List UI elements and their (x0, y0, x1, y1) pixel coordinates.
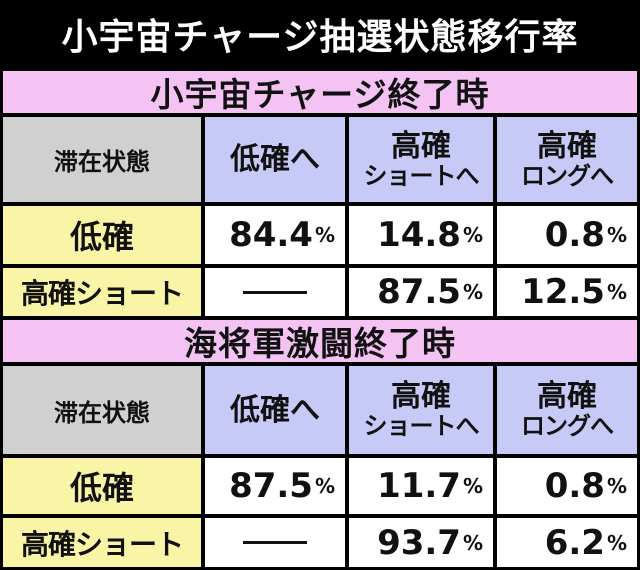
percent-sign: % (462, 530, 483, 555)
dash-mark (243, 541, 307, 544)
value-cell: 84.4% (205, 206, 345, 264)
value-cell: 87.5% (349, 268, 493, 316)
col-header-low-label: 低確へ (230, 142, 320, 177)
value-cell: 0.8% (497, 206, 637, 264)
percent-sign: % (462, 474, 483, 498)
col-header-high-short-bottom: ショートへ (363, 161, 480, 190)
section-heading-1: 小宇宙チャージ終了時 (3, 71, 637, 114)
value: 93.7 (377, 522, 461, 563)
col-header-high-short-top: 高確 (391, 128, 451, 164)
row-label: 高確ショート (3, 518, 201, 567)
value-cell-empty (205, 268, 345, 316)
page-title: 小宇宙チャージ抽選状態移行率 (0, 0, 640, 68)
value: 0.8 (544, 215, 605, 255)
value: 84.4 (229, 215, 313, 255)
percent-sign: % (606, 223, 627, 247)
row-label: 低確 (3, 206, 201, 264)
value: 12.5 (521, 272, 605, 312)
value: 0.8 (544, 466, 605, 506)
value: 6.2 (544, 522, 605, 563)
col-header-high-short-top: 高確 (391, 379, 451, 415)
col-header-high-short: 高確 ショートへ (349, 117, 493, 202)
col-header-high-short: 高確 ショートへ (349, 366, 493, 454)
col-header-high-long-bottom: ロングへ (521, 412, 614, 441)
value-cell: 87.5% (205, 458, 345, 514)
col-header-high-long: 高確 ロングへ (497, 366, 637, 454)
dash-mark (243, 290, 307, 294)
row-label: 高確ショート (3, 268, 201, 316)
percent-sign: % (314, 474, 335, 498)
col-header-high-long-bottom: ロングへ (521, 161, 614, 190)
section-heading-2: 海将軍激闘終了時 (3, 320, 637, 363)
value-cell: 14.8% (349, 206, 493, 264)
col-header-high-short-bottom: ショートへ (363, 412, 480, 441)
value: 14.8 (377, 215, 461, 255)
value-cell: 6.2% (497, 518, 637, 567)
percent-sign: % (606, 474, 627, 498)
value-cell-empty (205, 518, 345, 567)
value-cell: 0.8% (497, 458, 637, 514)
value-cell: 11.7% (349, 458, 493, 514)
value-cell: 12.5% (497, 268, 637, 316)
value: 87.5 (229, 466, 313, 506)
state-header: 滞在状態 (3, 117, 201, 202)
col-header-low: 低確へ (205, 366, 345, 454)
value: 87.5 (377, 272, 461, 312)
percent-sign: % (462, 223, 483, 247)
col-header-high-long-top: 高確 (537, 128, 597, 164)
col-header-high-long: 高確 ロングへ (497, 117, 637, 202)
percent-sign: % (314, 223, 335, 247)
percent-sign: % (606, 530, 627, 555)
value-cell: 93.7% (349, 518, 493, 567)
percent-sign: % (606, 280, 627, 304)
row-label: 低確 (3, 458, 201, 514)
col-header-low: 低確へ (205, 117, 345, 202)
value: 11.7 (377, 466, 461, 506)
percent-sign: % (462, 280, 483, 304)
col-header-high-long-top: 高確 (537, 379, 597, 415)
state-header: 滞在状態 (3, 366, 201, 454)
col-header-low-label: 低確へ (230, 392, 320, 428)
